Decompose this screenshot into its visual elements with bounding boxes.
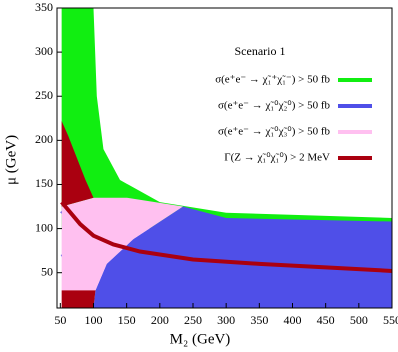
y-tick-label: 100 [35,220,53,234]
x-tick-label: 500 [350,313,368,327]
x-tick-label: 250 [184,313,202,327]
plot-frame [56,7,393,309]
legend-label: σ(e⁺e⁻ → χ̃₁⁰χ̃₂⁰) > 50 fb [218,100,331,112]
x-tick-label: 400 [283,313,301,327]
annotation: Scenario 1 [235,44,286,58]
region [61,290,96,308]
x-tick-label: 550 [383,313,398,327]
x-tick-label: 350 [250,313,268,327]
x-tick-label: 100 [84,313,102,327]
x-tick-label: 150 [118,313,136,327]
region [61,197,184,291]
region [61,8,393,229]
y-tick-label: 300 [35,44,53,58]
y-tick-label: 150 [35,176,53,190]
legend-label: σ(e⁺e⁻ → χ̃₁⁰χ̃₃⁰) > 50 fb [218,126,331,138]
x-tick-label: 450 [317,313,335,327]
x-tick-label: 50 [54,313,66,327]
contour [60,200,393,273]
x-tick-label: 200 [151,313,169,327]
y-tick-label: 50 [41,264,53,278]
y-tick-label: 350 [35,0,53,14]
region [61,120,94,207]
x-axis-label: M₂ (GeV) [170,331,231,347]
y-tick-label: 200 [35,132,53,146]
y-tick-label: 250 [35,88,53,102]
y-axis-label: μ (GeV) [3,135,19,185]
x-tick-label: 300 [217,313,235,327]
region [93,206,393,308]
legend-label: σ(e⁺e⁻ → χ̃₁⁺χ̃₁⁻) > 50 fb [215,74,330,86]
legend-label: Γ(Z → χ̃₁⁰χ̃₁⁰) > 2 MeV [224,152,330,164]
